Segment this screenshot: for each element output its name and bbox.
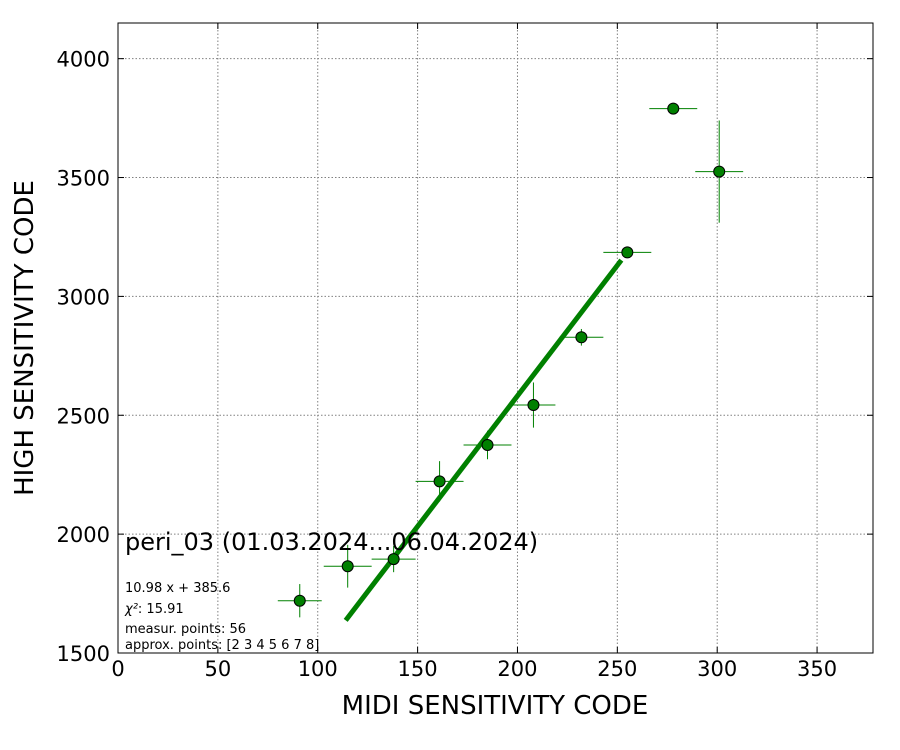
chi2-value: : 15.91 [138, 602, 184, 617]
x-tick-label: 100 [298, 657, 338, 681]
point-marker [621, 246, 634, 259]
y-tick-label: 3500 [57, 167, 110, 191]
data-points [277, 102, 744, 618]
point-marker [341, 560, 354, 573]
x-tick-label: 250 [597, 657, 637, 681]
data-point [463, 430, 512, 460]
data-point [415, 461, 464, 502]
approx-points: approx. points: [2 3 4 5 6 7 8] [125, 638, 319, 653]
point-marker [481, 438, 494, 451]
x-tick-label: 200 [497, 657, 537, 681]
point-marker [293, 594, 306, 607]
data-point [649, 102, 698, 115]
y-tick-label: 2000 [57, 523, 110, 547]
data-point [559, 328, 604, 346]
x-axis-label: MIDI SENSITIVITY CODE [342, 691, 649, 721]
data-point [323, 544, 372, 588]
x-tick-label: 150 [398, 657, 438, 681]
point-marker [575, 331, 588, 344]
x-tick-label: 300 [697, 657, 737, 681]
fit-line-group [343, 258, 624, 622]
x-tick-label: 50 [205, 657, 232, 681]
fit-equation: 10.98 x + 385.6 [125, 581, 230, 596]
tick-labels: 0 50 100 150 200 250 300 350 1500 2000 2500 3000 350… [57, 48, 838, 681]
point-marker [433, 475, 446, 488]
x-tick-label: 350 [797, 657, 837, 681]
y-tick-label: 3000 [57, 285, 110, 309]
ticks [117, 23, 873, 654]
data-point [277, 584, 322, 618]
data-point [603, 246, 652, 259]
measur-points: measur. points: 56 [125, 622, 246, 637]
point-marker [713, 165, 726, 178]
chart-title: peri_03 (01.03.2024...06.04.2024) [125, 528, 538, 556]
fit-line [343, 258, 624, 622]
y-tick-label: 1500 [57, 642, 110, 666]
y-axis-label: HIGH SENSITIVITY CODE [10, 180, 40, 496]
chi2-line: χ²: 15.91 [124, 602, 184, 617]
y-tick-label: 2500 [57, 404, 110, 428]
chi2-symbol: χ² [124, 602, 138, 617]
x-tick-label: 0 [111, 657, 124, 681]
point-marker [527, 399, 540, 412]
data-point [371, 546, 416, 573]
point-marker [387, 553, 400, 566]
data-point [695, 120, 744, 223]
data-point [511, 382, 556, 428]
grid [117, 23, 873, 654]
plot-frame [117, 22, 874, 654]
point-marker [667, 102, 680, 115]
y-tick-label: 4000 [57, 48, 110, 72]
